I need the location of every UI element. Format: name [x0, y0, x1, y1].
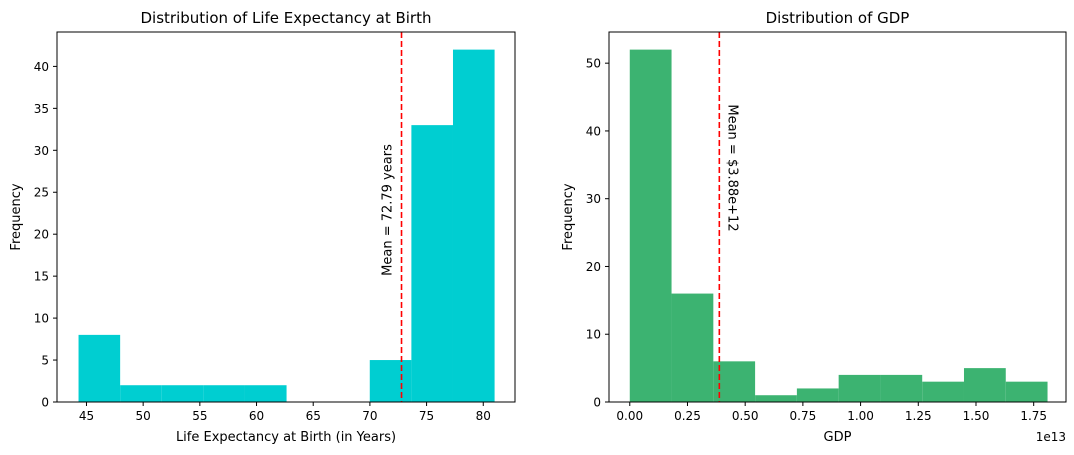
histogram-bar: [244, 385, 287, 402]
histogram-bar: [369, 360, 412, 402]
axes-frame: [56, 31, 516, 403]
x-tick-label: 0.75: [790, 409, 817, 423]
x-tick-label: 1.25: [905, 409, 932, 423]
axes-frame: [608, 31, 1067, 403]
x-tick-label: 65: [306, 409, 321, 423]
x-tick-label: 0.25: [674, 409, 701, 423]
y-tick-label: 10: [586, 328, 601, 342]
histogram-bar: [796, 388, 839, 402]
y-axis-label: Frequency: [561, 183, 576, 250]
x-tick-label: 75: [419, 409, 434, 423]
x-tick-label: 80: [476, 409, 491, 423]
histogram-bar: [713, 361, 756, 402]
x-tick-label: 55: [192, 409, 207, 423]
y-tick-label: 40: [586, 124, 601, 138]
x-tick-label: 0.00: [616, 409, 643, 423]
chart-title: Distribution of GDP: [766, 9, 910, 27]
y-tick-label: 0: [41, 396, 49, 410]
histogram-bar: [452, 49, 495, 402]
y-axis-label: Frequency: [9, 183, 24, 250]
x-tick-label: 1.50: [963, 409, 990, 423]
chart-2: Mean = $3.88e+12 0.00 0.25 0.50 0.75 1.00 1.25…: [561, 9, 1067, 445]
y-tick-label: 20: [586, 260, 601, 274]
histogram-bar: [880, 374, 923, 402]
histogram-bar: [963, 368, 1006, 402]
histogram-bar: [411, 125, 453, 403]
x-tick-label: 70: [362, 409, 377, 423]
y-tick-label: 30: [34, 144, 49, 158]
histogram-bar: [629, 49, 672, 402]
histogram-bar: [838, 374, 881, 402]
y-tick-label: 20: [34, 228, 49, 242]
histogram-bar: [1005, 381, 1048, 402]
mean-label: Mean = $3.88e+12: [724, 104, 739, 231]
y-tick-label: 0: [593, 396, 601, 410]
y-tick-label: 5: [41, 354, 49, 368]
x-tick-label: 0.50: [732, 409, 759, 423]
histogram-bar: [78, 334, 121, 402]
histogram-bar: [755, 395, 797, 402]
mean-label: Mean = 72.79 years: [381, 144, 396, 276]
y-tick-label: 15: [34, 270, 49, 284]
y-tick-label: 50: [586, 57, 601, 71]
chart-title: Distribution of Life Expectancy at Birth: [141, 9, 432, 27]
y-tick-label: 35: [34, 102, 49, 116]
y-tick-label: 25: [34, 186, 49, 200]
histogram-bar: [203, 385, 245, 402]
x-tick-label: 1.75: [1020, 409, 1047, 423]
x-axis-label: GDP: [824, 430, 852, 445]
histogram-bar: [671, 293, 714, 402]
x-tick-label: 50: [136, 409, 151, 423]
x-tick-label: 60: [249, 409, 264, 423]
histogram-bar: [120, 385, 162, 402]
y-tick-label: 40: [34, 60, 49, 74]
y-tick-label: 10: [34, 312, 49, 326]
chart-1: Mean = 72.79 years 45 50 55 60 65 70 75 80 0 5 10 15…: [9, 9, 516, 445]
x-tick-label: 1.00: [847, 409, 874, 423]
histogram-bar: [922, 381, 964, 402]
histogram-bar: [161, 385, 204, 402]
x-offset-text: 1e13: [1036, 430, 1066, 444]
x-axis-label: Life Expectancy at Birth (in Years): [176, 430, 396, 445]
x-tick-label: 45: [79, 409, 94, 423]
y-tick-label: 30: [586, 192, 601, 206]
